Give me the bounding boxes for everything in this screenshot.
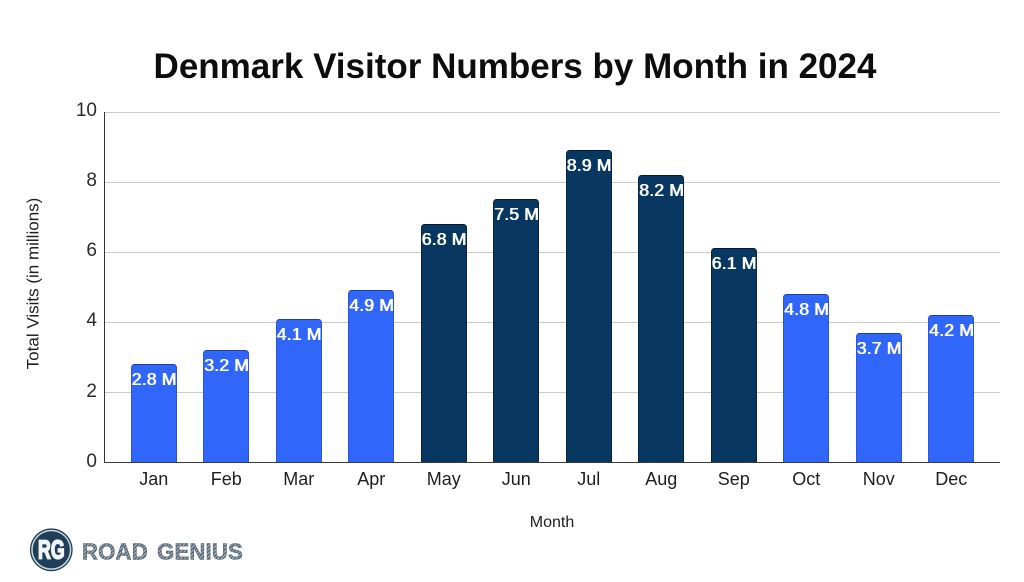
svg-text:ROAD GENIUS: ROAD GENIUS [82,538,243,564]
svg-text:RG: RG [38,535,65,564]
